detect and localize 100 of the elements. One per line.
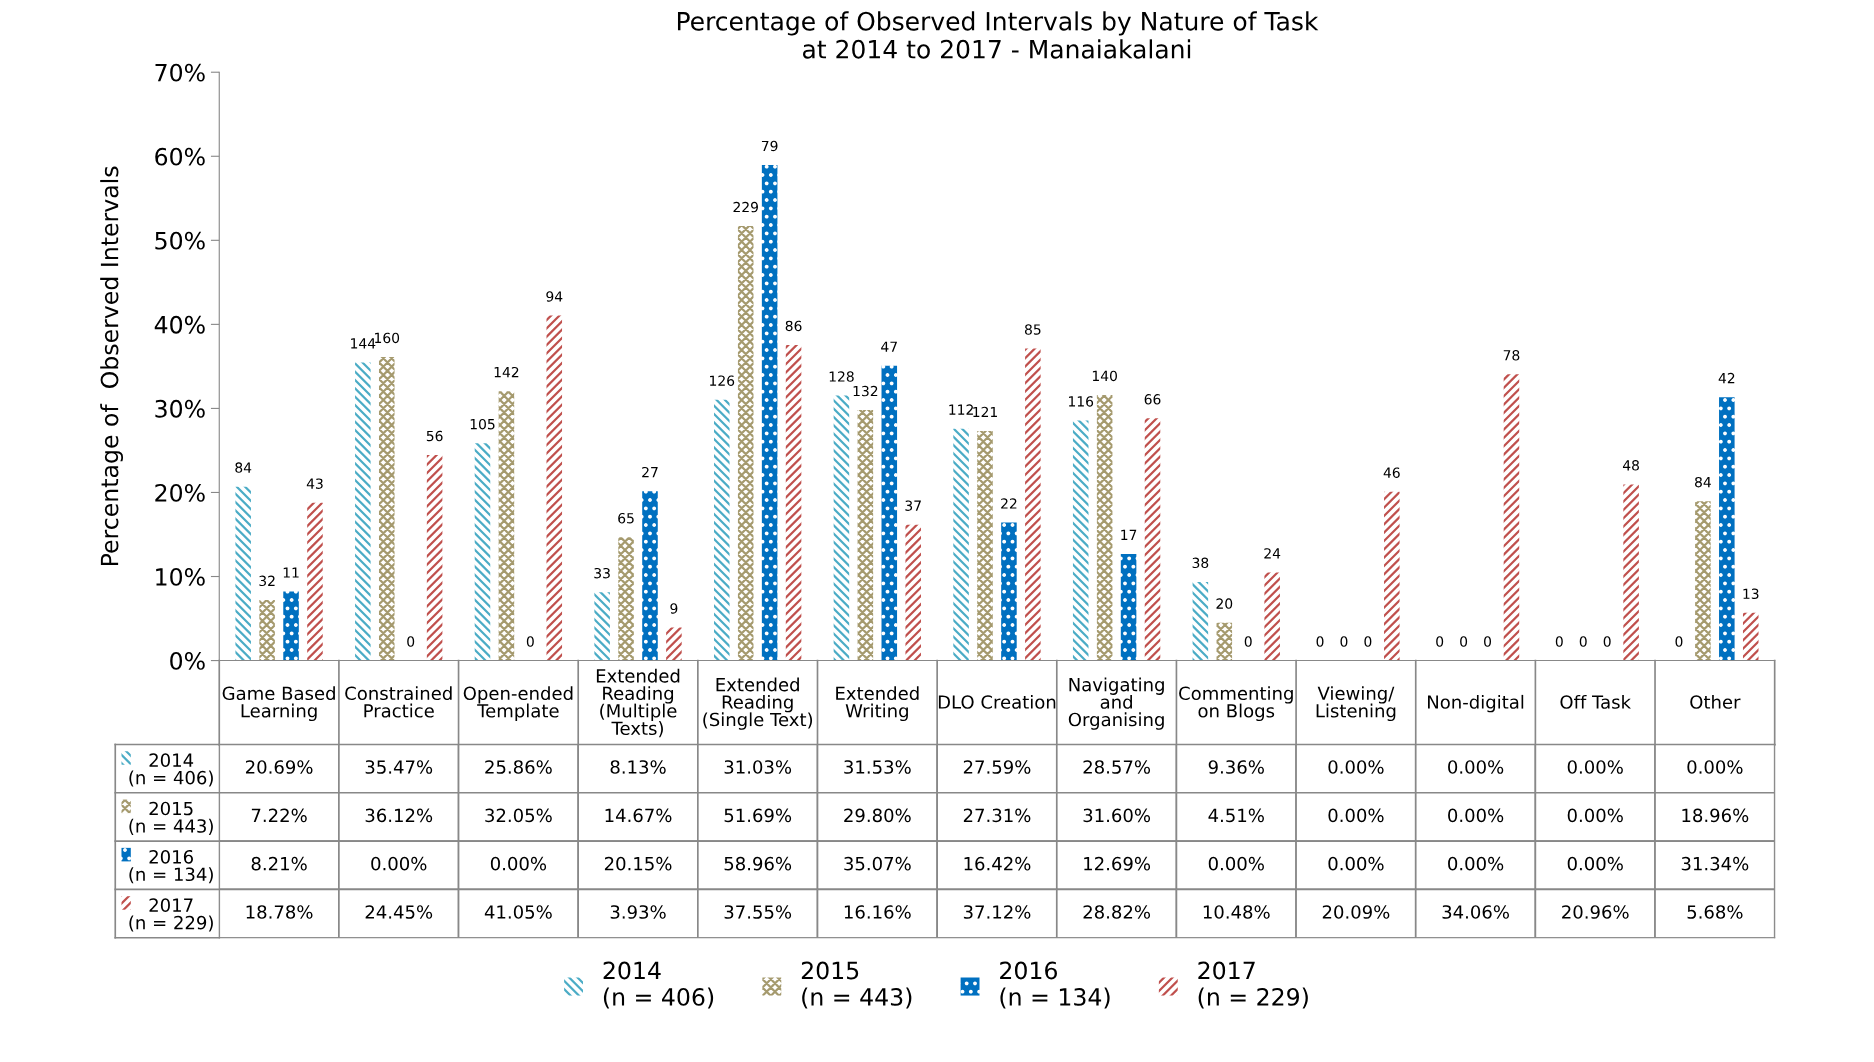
data-label: 35.47% — [365, 760, 433, 774]
data-label: 18.78% — [246, 905, 313, 919]
legend-label: 2017 (n = 229) — [1198, 961, 1308, 1009]
annotation: 11 — [283, 567, 299, 578]
annotation: 33 — [594, 567, 610, 579]
bar — [1742, 612, 1759, 661]
annotation: 140 — [1092, 370, 1117, 382]
bar — [785, 344, 802, 661]
bar — [857, 410, 874, 661]
y-tick-label: 0% — [170, 652, 205, 670]
bar — [881, 365, 898, 661]
annotation: 37 — [905, 500, 921, 511]
bar — [546, 315, 563, 661]
bar — [1719, 397, 1735, 661]
annotation: 144 — [351, 338, 376, 349]
data-label: 18.96% — [1682, 808, 1749, 823]
data-label: 0.00% — [1687, 760, 1743, 774]
bar — [833, 395, 850, 661]
x-tick-label: Off Task — [1560, 694, 1631, 709]
annotation: 48 — [1622, 460, 1639, 471]
annotation: 38 — [1192, 557, 1209, 569]
annotation: 85 — [1024, 324, 1041, 335]
annotation: 65 — [618, 512, 634, 524]
data-label: 0.00% — [1567, 856, 1623, 871]
bar — [594, 592, 610, 661]
data-label: 32.05% — [485, 808, 552, 823]
annotation: 13 — [1743, 588, 1759, 600]
y-tick-label: 2016 (n = 134) — [129, 849, 213, 884]
y-tick-label: 70% — [155, 63, 205, 82]
data-label: 31.03% — [724, 760, 792, 774]
data-label: 0.00% — [371, 856, 427, 871]
bar — [905, 524, 921, 661]
data-label: 28.82% — [1083, 905, 1151, 919]
annotation: 0 — [526, 636, 534, 647]
data-label: 31.60% — [1083, 808, 1151, 823]
bar — [737, 226, 754, 661]
annotation: 0 — [1579, 636, 1587, 647]
data-label: 0.00% — [1448, 808, 1504, 823]
annotation: 86 — [785, 320, 802, 332]
annotation: 9 — [670, 603, 678, 614]
annotation: 0 — [1244, 636, 1252, 647]
x-tick-label: Extended Writing — [836, 686, 919, 722]
bar — [1216, 622, 1233, 661]
y-tick-label: 60% — [155, 147, 205, 166]
data-label: 51.69% — [724, 808, 792, 823]
data-label: 4.51% — [1208, 808, 1264, 823]
data-label: 58.96% — [724, 856, 792, 871]
annotation: 0 — [1603, 636, 1611, 647]
annotation: 121 — [973, 406, 997, 418]
data-label: 8.13% — [610, 760, 666, 774]
annotation: 47 — [881, 341, 897, 352]
data-label: 3.93% — [610, 905, 666, 919]
y-tick-label: 2015 (n = 443) — [129, 801, 213, 835]
bar — [1001, 522, 1017, 661]
data-label: 29.80% — [844, 808, 911, 823]
data-label: 5.68% — [1687, 905, 1743, 919]
annotation: 46 — [1383, 467, 1400, 478]
bar — [1623, 484, 1639, 661]
y-tick-label: 2014 (n = 406) — [129, 753, 213, 787]
data-label: 34.06% — [1442, 905, 1509, 919]
annotation: 0 — [1340, 636, 1348, 647]
data-label: 16.16% — [844, 905, 911, 919]
data-label: 25.86% — [485, 760, 552, 774]
data-label: 14.67% — [605, 808, 672, 823]
annotation: 84 — [235, 462, 252, 473]
annotation: 105 — [470, 418, 495, 430]
annotation: 22 — [1001, 498, 1017, 509]
x-tick-label: Constrained Practice — [345, 686, 452, 718]
annotation: 0 — [1675, 636, 1683, 647]
annotation: 32 — [259, 575, 275, 587]
legend-label: 2015 (n = 443) — [801, 961, 912, 1009]
annotation: 43 — [306, 478, 323, 489]
bar — [666, 627, 682, 661]
bar — [1120, 553, 1137, 661]
annotation: 42 — [1718, 372, 1735, 384]
annotation: 116 — [1068, 396, 1094, 407]
legend-label: 2014 (n = 406) — [603, 961, 714, 1009]
data-label: 36.12% — [365, 808, 433, 823]
data-label: 37.55% — [724, 905, 792, 919]
x-tick-label: Extended Reading (Multiple Texts) — [596, 668, 680, 738]
y-tick-label: 30% — [155, 399, 205, 418]
data-label: 28.57% — [1083, 760, 1151, 774]
data-label: 0.00% — [1567, 808, 1623, 823]
bar — [1072, 420, 1089, 661]
data-label: 0.00% — [1328, 760, 1384, 774]
bar — [642, 491, 658, 661]
bar — [498, 391, 515, 661]
annotation: 17 — [1121, 529, 1137, 540]
data-label: 0.00% — [1448, 856, 1504, 871]
bar — [1384, 491, 1400, 661]
y-tick-label: 50% — [155, 231, 205, 250]
data-label: 20.09% — [1322, 905, 1390, 919]
x-tick-label: Commenting on Blogs — [1179, 686, 1293, 722]
x-tick-label: Other — [1690, 694, 1741, 709]
annotation: 229 — [733, 201, 758, 213]
bar — [714, 399, 730, 661]
x-tick-label: Navigating and Organising — [1068, 677, 1164, 730]
data-label: 31.53% — [844, 760, 911, 774]
data-label: 8.21% — [251, 856, 307, 871]
y-tick-label: 10% — [156, 567, 205, 586]
